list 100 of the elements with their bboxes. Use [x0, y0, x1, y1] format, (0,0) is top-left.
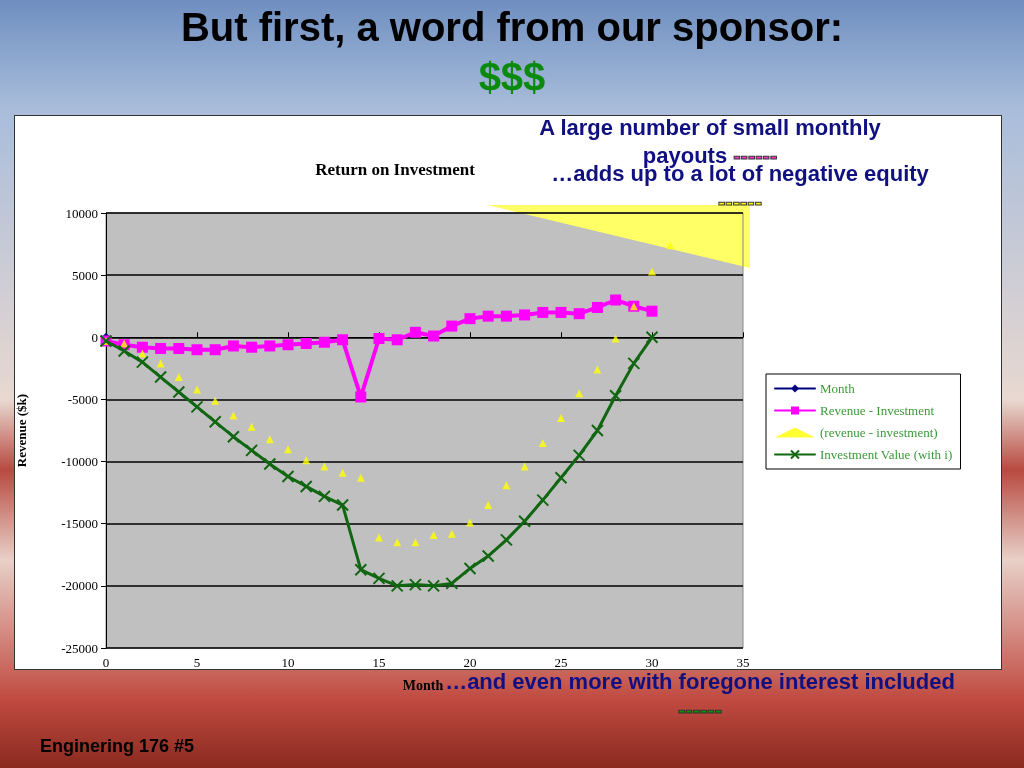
point — [537, 306, 549, 318]
point — [155, 342, 167, 354]
point — [446, 320, 458, 332]
point — [499, 533, 513, 547]
point — [247, 422, 256, 431]
point — [555, 306, 567, 318]
y-tick-label: -25000 — [61, 640, 98, 656]
point — [117, 344, 131, 358]
point — [447, 529, 456, 538]
y-tick-label: 10000 — [65, 205, 98, 221]
point — [390, 579, 404, 593]
point — [226, 430, 240, 444]
point — [482, 310, 494, 322]
point — [463, 561, 477, 575]
point — [211, 396, 220, 405]
point — [610, 294, 622, 306]
point — [300, 338, 312, 349]
point — [428, 330, 440, 342]
point — [282, 339, 294, 351]
point — [536, 493, 550, 507]
point — [227, 340, 239, 352]
x-tick-label: 20 — [463, 655, 477, 670]
legend-label: Revenue - Investment — [820, 403, 935, 418]
point — [627, 356, 641, 370]
point — [264, 340, 276, 352]
point — [193, 385, 201, 394]
point — [337, 334, 349, 346]
point — [299, 479, 313, 493]
x-tick-label: 0 — [102, 655, 110, 670]
legend-label: Month — [820, 381, 856, 396]
point — [593, 365, 602, 374]
x-tick-label: 15 — [372, 655, 386, 670]
point — [648, 267, 656, 276]
point — [466, 518, 474, 527]
chart-title: But first, a word from our sponsor: $$$ — [179, 4, 845, 101]
text: Month — [402, 678, 444, 693]
text: …and even more with foregone interest included ------ — [445, 669, 955, 722]
point — [408, 578, 422, 592]
y-tick-label: -15000 — [61, 516, 98, 532]
point — [284, 445, 292, 454]
point — [245, 443, 259, 457]
point — [427, 579, 441, 593]
point — [609, 389, 623, 403]
point — [172, 385, 186, 399]
point — [484, 501, 493, 510]
point — [318, 336, 330, 348]
point — [356, 473, 365, 482]
point — [519, 309, 531, 321]
point — [520, 462, 529, 471]
point — [154, 370, 168, 384]
point — [136, 341, 148, 353]
x-tick-label: 30 — [645, 655, 659, 670]
point — [429, 530, 438, 539]
point — [246, 341, 258, 353]
y-tick-label: -10000 — [61, 454, 98, 470]
point — [646, 305, 658, 317]
point — [229, 411, 238, 420]
point — [557, 414, 565, 423]
point — [391, 334, 403, 346]
point — [190, 400, 204, 414]
x-tick-label: 35 — [736, 655, 750, 670]
point — [281, 469, 295, 483]
point — [409, 326, 421, 338]
point — [209, 344, 221, 356]
point — [590, 424, 604, 437]
point — [263, 457, 277, 471]
x-tick-label: 10 — [281, 655, 295, 670]
point — [573, 308, 585, 320]
y-axis-title: Revenue ($k) — [14, 393, 29, 468]
point — [173, 342, 185, 354]
point — [320, 462, 329, 471]
point — [538, 438, 547, 447]
point — [208, 415, 222, 429]
point — [645, 330, 659, 344]
y-tick-label: -5000 — [67, 391, 98, 407]
point — [372, 571, 386, 585]
point — [518, 514, 532, 528]
x-tick-label: 5 — [193, 655, 201, 670]
point — [591, 301, 603, 313]
chart-subtitle: Return on Investment — [315, 160, 476, 179]
y-tick-label: -20000 — [61, 578, 98, 594]
point — [317, 489, 331, 503]
point — [135, 355, 149, 369]
point — [445, 576, 459, 590]
point — [174, 373, 183, 382]
legend-label: Investment Value (with i) — [820, 447, 953, 462]
point — [611, 334, 620, 343]
point — [572, 448, 586, 462]
point — [191, 344, 203, 356]
point — [481, 549, 495, 563]
point — [354, 563, 368, 577]
point — [355, 391, 367, 403]
point — [464, 313, 476, 325]
text: Enginering 176 #5 — [40, 735, 196, 758]
point — [375, 533, 383, 542]
y-tick-label: 5000 — [72, 267, 98, 283]
x-tick-label: 25 — [554, 655, 568, 670]
point — [336, 498, 350, 512]
point — [554, 471, 568, 485]
point — [500, 310, 512, 322]
